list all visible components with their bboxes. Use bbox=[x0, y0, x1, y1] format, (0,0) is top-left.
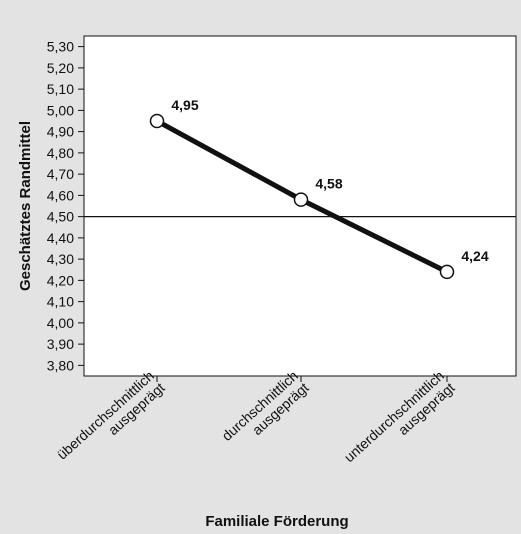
x-tick-label-line: unterdurchschnittlich bbox=[341, 367, 447, 465]
y-tick-label: 4,80 bbox=[47, 145, 74, 161]
y-tick-label: 4,60 bbox=[47, 187, 74, 203]
data-label: 4,24 bbox=[456, 245, 494, 266]
y-tick-label: 4,00 bbox=[47, 315, 74, 331]
data-label: 4,58 bbox=[310, 173, 348, 194]
x-tick-label-line: überdurchschnittlich bbox=[54, 367, 157, 462]
data-label-text: 4,24 bbox=[461, 248, 488, 264]
y-tick-label: 5,20 bbox=[47, 60, 74, 76]
y-tick-label: 4,30 bbox=[47, 251, 74, 267]
y-axis-title: Geschätztes Randmittel bbox=[17, 121, 34, 291]
y-tick-label: 3,80 bbox=[47, 357, 74, 373]
y-tick-label: 4,90 bbox=[47, 124, 74, 140]
y-tick-label: 4,40 bbox=[47, 230, 74, 246]
y-tick-label: 4,10 bbox=[47, 294, 74, 310]
series-group: 4,95 4,58 4,24 bbox=[149, 95, 494, 280]
data-label-text: 4,58 bbox=[315, 176, 342, 192]
y-tick-label: 5,30 bbox=[47, 39, 74, 55]
y-tick-label: 4,50 bbox=[47, 209, 74, 225]
x-axis-title: Familiale Förderung bbox=[205, 513, 348, 530]
y-axis: 3,80 3,90 4,00 4,10 4,20 4,30 4,40 4,50 4,60 4,70… bbox=[47, 39, 84, 373]
y-tick-label: 4,20 bbox=[47, 272, 74, 288]
data-point bbox=[149, 113, 165, 129]
y-tick-label: 5,10 bbox=[47, 81, 74, 97]
data-label-box bbox=[310, 173, 348, 194]
y-tick-label: 3,90 bbox=[47, 336, 74, 352]
y-tick-label: 4,70 bbox=[47, 166, 74, 182]
data-label-box bbox=[166, 95, 204, 115]
data-label-box bbox=[456, 245, 494, 266]
y-tick-label: 5,00 bbox=[47, 102, 74, 118]
data-label-text: 4,95 bbox=[171, 97, 198, 113]
data-label: 4,95 bbox=[166, 95, 204, 115]
data-point bbox=[439, 264, 455, 280]
data-point bbox=[293, 192, 309, 207]
